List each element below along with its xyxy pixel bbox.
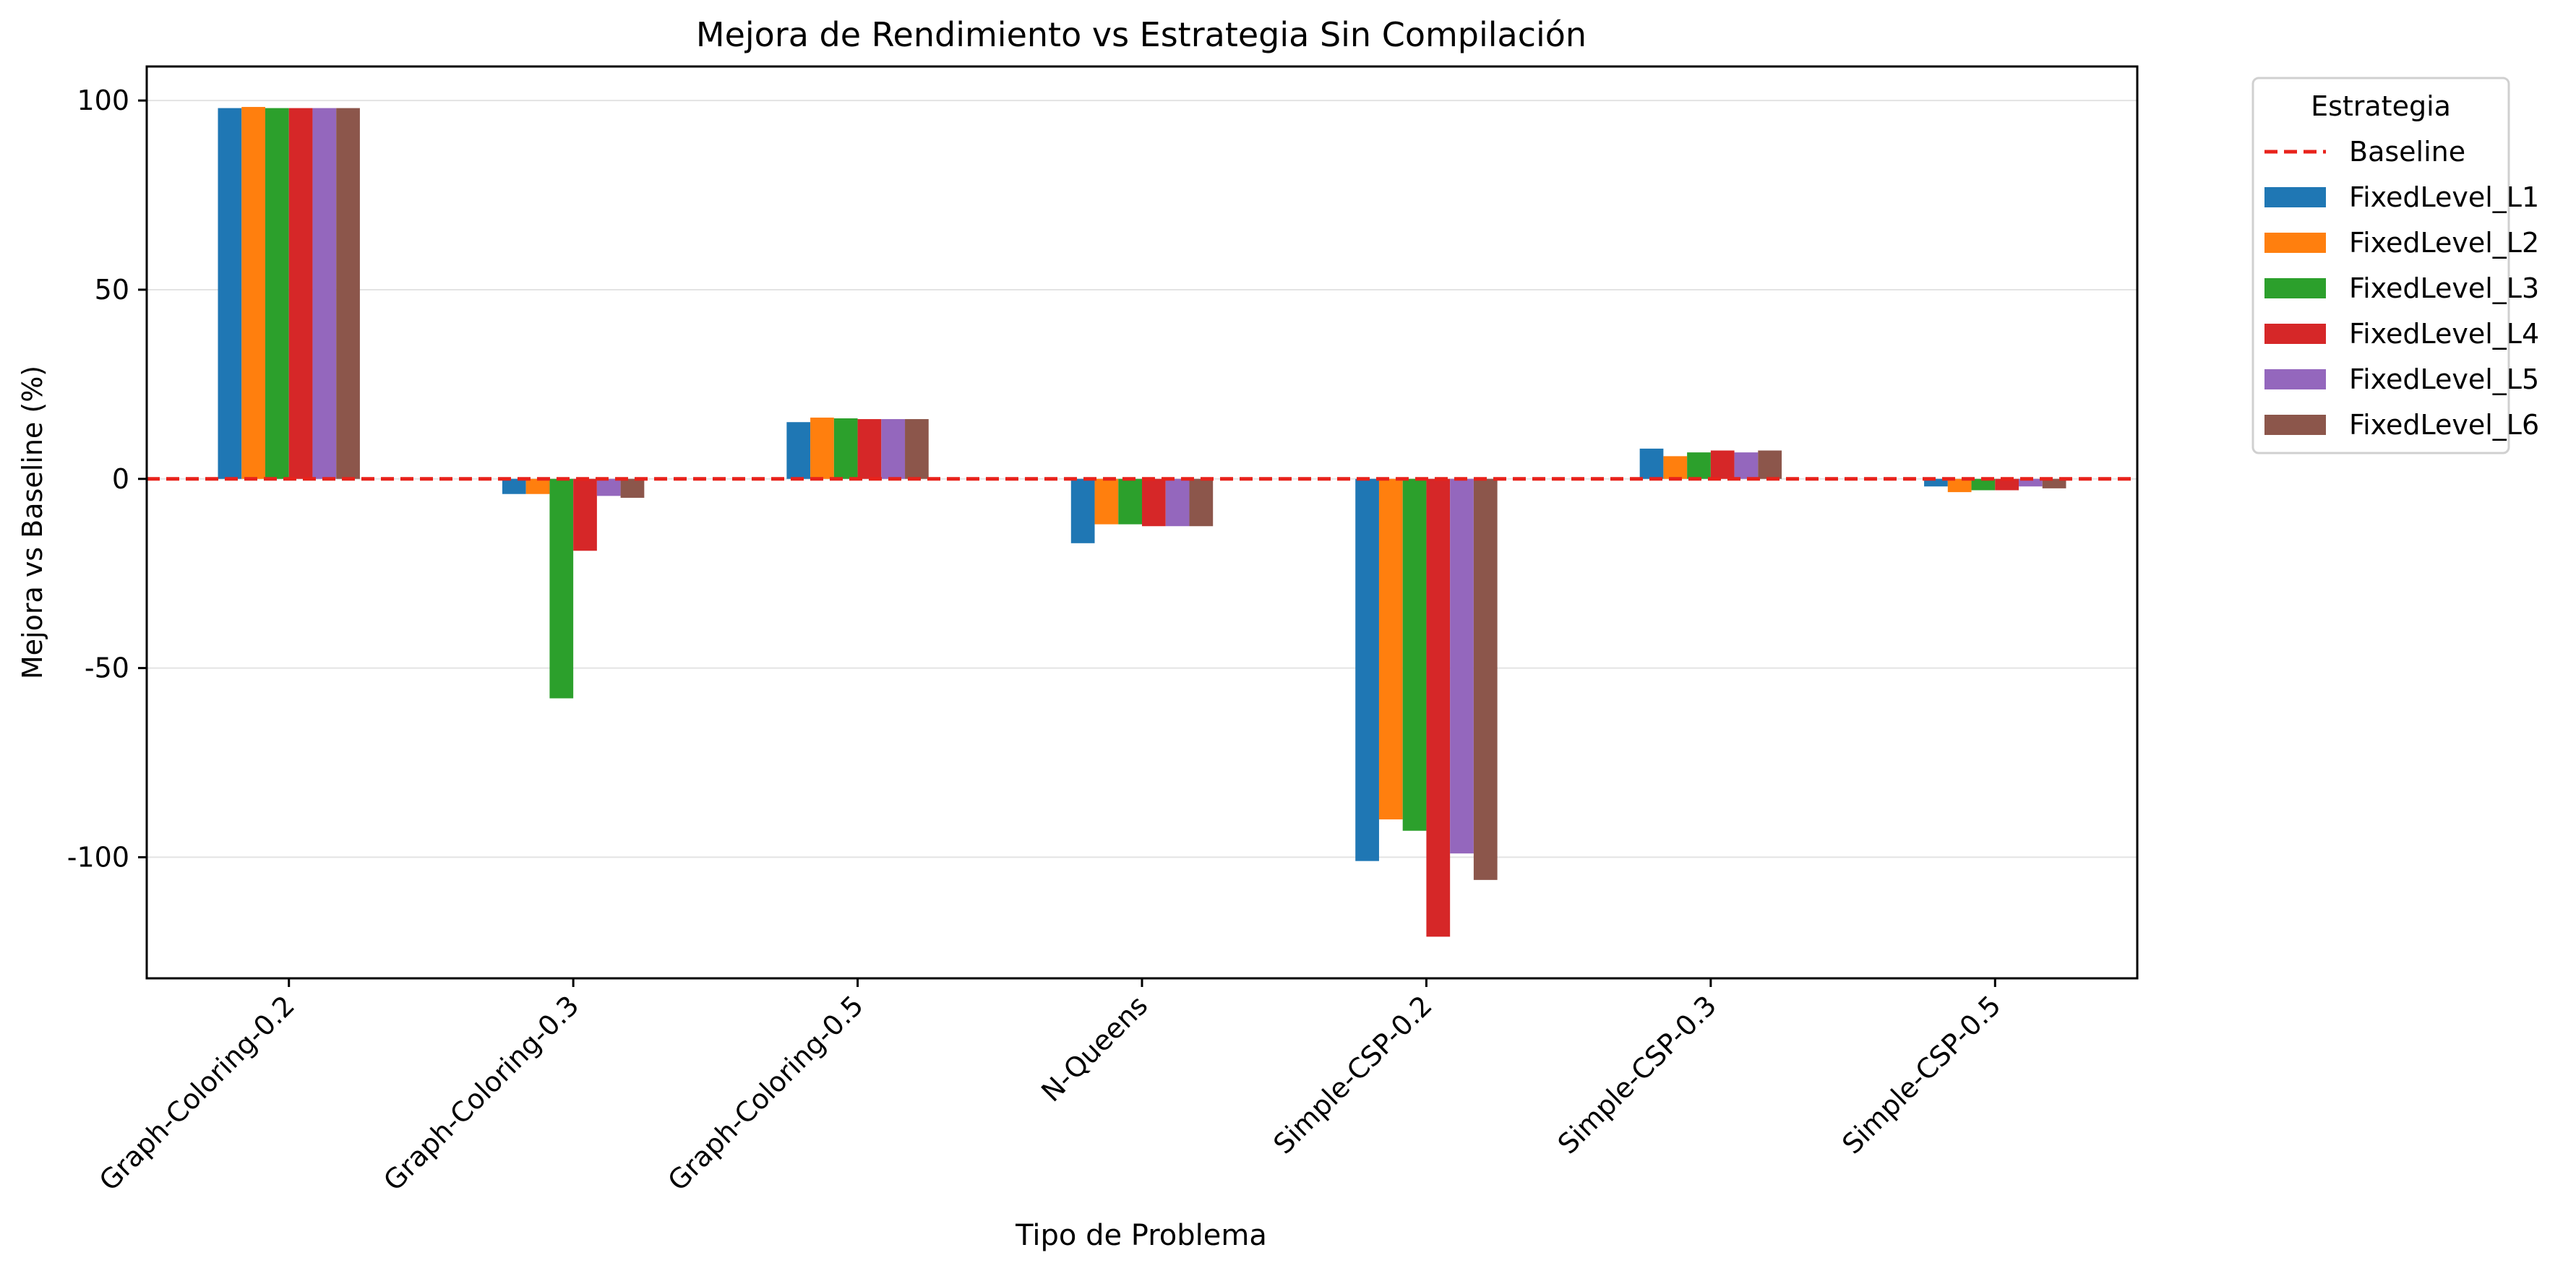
bar-FixedLevel_L6-Simple-CSP-0.2 <box>1473 478 1498 880</box>
legend-swatch-FixedLevel_L4 <box>2264 324 2326 344</box>
legend-label-FixedLevel_L4: FixedLevel_L4 <box>2349 318 2539 350</box>
bar-FixedLevel_L6-N-Queens <box>1189 478 1214 527</box>
legend-swatch-FixedLevel_L3 <box>2264 278 2326 298</box>
bar-FixedLevel_L2-Graph-Coloring-0.3 <box>525 478 550 494</box>
legend-label-FixedLevel_L2: FixedLevel_L2 <box>2349 227 2539 259</box>
bar-FixedLevel_L4-Graph-Coloring-0.5 <box>857 419 882 479</box>
bar-FixedLevel_L1-Simple-CSP-0.2 <box>1355 478 1379 861</box>
bar-FixedLevel_L6-Simple-CSP-0.5 <box>2042 478 2066 488</box>
y-tick-label: 0 <box>112 463 129 495</box>
legend-title: Estrategia <box>2311 90 2451 122</box>
bar-FixedLevel_L1-N-Queens <box>1070 478 1095 543</box>
bar-FixedLevel_L3-Simple-CSP-0.2 <box>1402 478 1427 831</box>
bar-FixedLevel_L3-Graph-Coloring-0.5 <box>833 418 858 479</box>
bar-FixedLevel_L6-Graph-Coloring-0.5 <box>905 419 929 479</box>
bar-FixedLevel_L3-Graph-Coloring-0.2 <box>265 108 289 479</box>
bar-FixedLevel_L1-Graph-Coloring-0.5 <box>786 422 811 479</box>
bar-FixedLevel_L2-Graph-Coloring-0.5 <box>810 417 834 479</box>
bar-FixedLevel_L6-Graph-Coloring-0.2 <box>336 108 360 479</box>
bar-FixedLevel_L4-Graph-Coloring-0.3 <box>573 478 597 551</box>
bar-FixedLevel_L5-Simple-CSP-0.5 <box>2019 478 2043 487</box>
bar-FixedLevel_L2-Simple-CSP-0.2 <box>1378 478 1403 820</box>
legend-frame <box>2251 77 2510 454</box>
bar-FixedLevel_L2-Simple-CSP-0.5 <box>1947 478 1972 493</box>
bar-FixedLevel_L4-Simple-CSP-0.2 <box>1426 478 1451 937</box>
legend-label-FixedLevel_L1: FixedLevel_L1 <box>2349 181 2539 213</box>
bar-FixedLevel_L1-Graph-Coloring-0.3 <box>502 478 526 494</box>
y-axis: 100 50 0 -50 -100 <box>67 85 147 873</box>
bar-FixedLevel_L5-Graph-Coloring-0.5 <box>881 419 906 479</box>
y-axis-label: Mejora vs Baseline (%) <box>17 366 48 679</box>
bar-FixedLevel_L4-Graph-Coloring-0.2 <box>288 108 313 479</box>
bar-FixedLevel_L2-N-Queens <box>1094 478 1119 525</box>
bar-FixedLevel_L2-Graph-Coloring-0.2 <box>241 107 265 479</box>
legend-label-FixedLevel_L6: FixedLevel_L6 <box>2349 409 2539 441</box>
bar-FixedLevel_L5-N-Queens <box>1165 478 1190 527</box>
legend-swatch-FixedLevel_L5 <box>2264 369 2326 389</box>
bars <box>218 107 2066 937</box>
bar-FixedLevel_L6-Simple-CSP-0.3 <box>1758 450 1782 479</box>
chart-title: Mejora de Rendimiento vs Estrategia Sin … <box>696 15 1587 54</box>
bar-FixedLevel_L5-Graph-Coloring-0.3 <box>596 478 621 496</box>
bar-FixedLevel_L3-Graph-Coloring-0.3 <box>549 478 574 699</box>
legend-swatch-FixedLevel_L2 <box>2264 233 2326 253</box>
legend: Estrategia Baseline FixedLevel_L1 FixedLev… <box>2251 77 2539 454</box>
bar-FixedLevel_L5-Graph-Coloring-0.2 <box>312 108 337 479</box>
bar-FixedLevel_L1-Simple-CSP-0.5 <box>1924 478 1948 487</box>
x-axis-label: Tipo de Problema <box>1015 1219 1267 1252</box>
legend-swatch-FixedLevel_L6 <box>2264 415 2326 435</box>
bar-FixedLevel_L3-Simple-CSP-0.5 <box>1971 478 1996 491</box>
bar-FixedLevel_L1-Graph-Coloring-0.2 <box>218 108 242 479</box>
bar-FixedLevel_L3-N-Queens <box>1118 478 1142 525</box>
legend-swatch-FixedLevel_L1 <box>2264 187 2326 207</box>
legend-label-FixedLevel_L5: FixedLevel_L5 <box>2349 363 2539 395</box>
bar-FixedLevel_L5-Simple-CSP-0.3 <box>1734 452 1759 479</box>
bar-FixedLevel_L4-Simple-CSP-0.5 <box>1995 478 2019 491</box>
y-tick-label: -50 <box>85 652 129 684</box>
y-tick-label: 100 <box>77 85 129 116</box>
y-tick-label: 50 <box>95 274 129 306</box>
bar-FixedLevel_L3-Simple-CSP-0.3 <box>1687 452 1711 479</box>
y-tick-label: -100 <box>67 841 129 873</box>
bar-FixedLevel_L5-Simple-CSP-0.2 <box>1450 478 1474 854</box>
legend-label-baseline: Baseline <box>2349 136 2465 168</box>
bar-FixedLevel_L2-Simple-CSP-0.3 <box>1663 456 1688 479</box>
bar-FixedLevel_L4-N-Queens <box>1142 478 1166 527</box>
bar-FixedLevel_L4-Simple-CSP-0.3 <box>1710 450 1735 479</box>
bar-FixedLevel_L1-Simple-CSP-0.3 <box>1639 448 1664 479</box>
bar-FixedLevel_L6-Graph-Coloring-0.3 <box>620 478 645 498</box>
legend-label-FixedLevel_L3: FixedLevel_L3 <box>2349 272 2539 304</box>
